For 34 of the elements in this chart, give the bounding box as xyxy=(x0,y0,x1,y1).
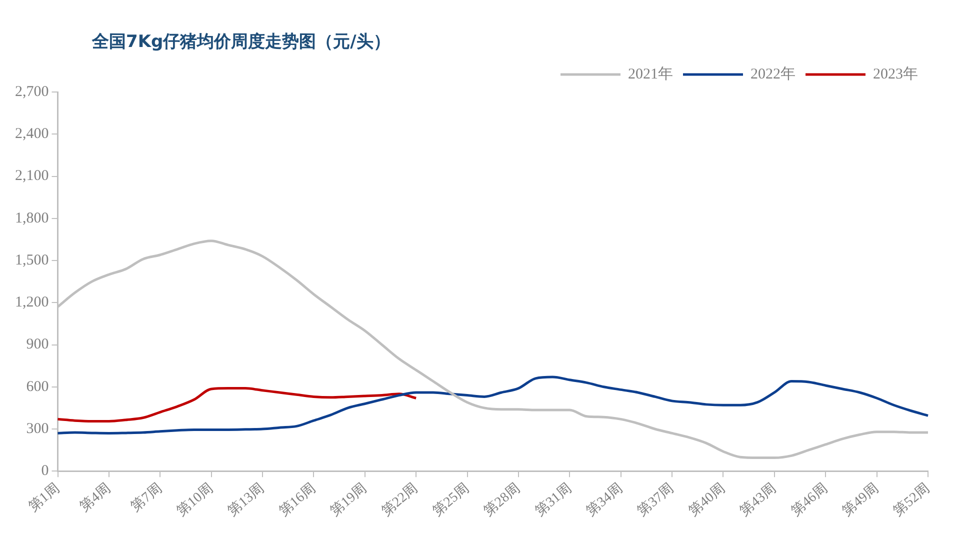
x-tick-label: 第22周 xyxy=(378,480,422,520)
y-tick-label: 1,800 xyxy=(15,210,49,226)
x-tick-label: 第34周 xyxy=(583,480,626,520)
y-tick-label: 900 xyxy=(26,336,49,353)
y-tick-label: 2,400 xyxy=(15,126,49,142)
x-tick-label: 第1周 xyxy=(26,480,63,515)
y-tick-label: 0 xyxy=(41,463,49,480)
x-tick-label: 第4周 xyxy=(76,480,114,515)
x-tick-label: 第28周 xyxy=(480,480,524,520)
y-tick-label: 600 xyxy=(26,378,49,395)
x-tick-label: 第10周 xyxy=(174,480,216,520)
x-tick-label: 第52周 xyxy=(890,480,933,520)
y-tick-label: 300 xyxy=(26,420,49,437)
x-tick-label: 第25周 xyxy=(430,480,472,520)
legend-label: 2022年 xyxy=(750,65,796,82)
x-tick-label: 第40周 xyxy=(686,480,728,520)
x-tick-label: 第31周 xyxy=(532,480,575,520)
legend-label: 2021年 xyxy=(628,65,673,82)
x-tick-label: 第13周 xyxy=(224,480,268,520)
line-series xyxy=(56,387,418,423)
y-tick-label: 1,500 xyxy=(15,252,49,268)
x-tick-label: 第16周 xyxy=(276,480,319,520)
x-tick-label: 第43周 xyxy=(736,480,780,520)
y-tick-label: 1,200 xyxy=(15,294,49,311)
x-tick-label: 第49周 xyxy=(839,480,882,520)
x-tick-label: 第7周 xyxy=(128,480,166,515)
x-tick-label: 第37周 xyxy=(634,480,677,520)
y-tick-label: 2,700 xyxy=(15,84,49,100)
x-tick-label: 第19周 xyxy=(327,480,370,520)
y-tick-label: 2,100 xyxy=(15,168,49,184)
line-series xyxy=(56,376,930,434)
chart-title: 全国7Kg仔猪均价周度走势图（元/头） xyxy=(90,31,392,54)
x-tick-label: 第46周 xyxy=(788,480,831,520)
legend-label: 2023年 xyxy=(873,65,918,82)
